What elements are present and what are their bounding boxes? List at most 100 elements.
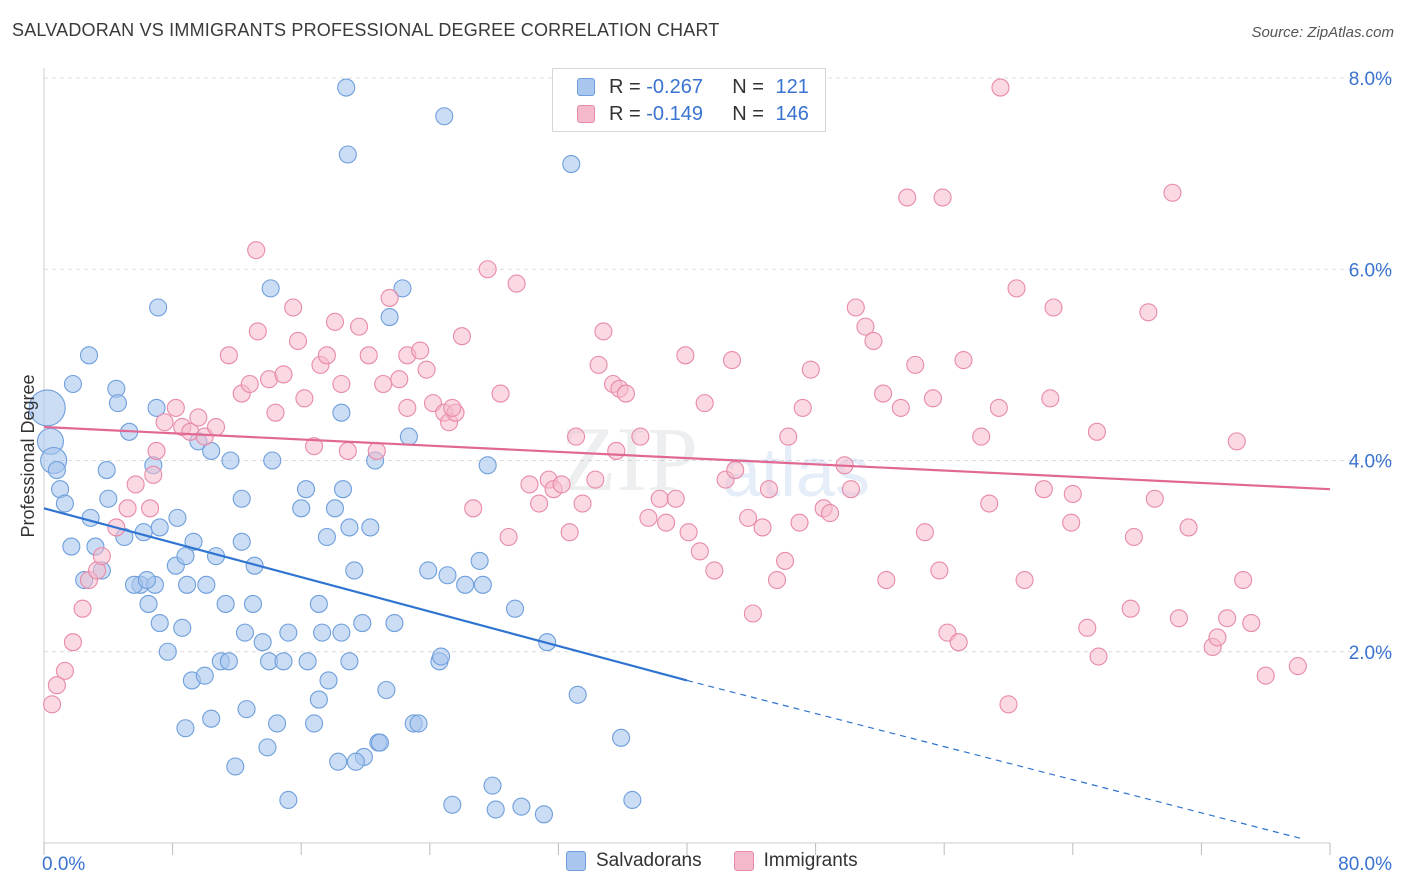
salvadorans-point: [173, 618, 192, 637]
immigrants-point: [864, 331, 883, 351]
salvadorans-point: [279, 623, 298, 642]
salvadorans-point: [438, 566, 457, 585]
immigrants-point: [676, 346, 695, 365]
salvadorans-legend-swatch: [566, 851, 586, 871]
immigrants-point: [972, 427, 991, 446]
immigrants-point: [980, 494, 999, 513]
salvadorans-point: [168, 508, 187, 527]
immigrants-point: [607, 441, 626, 460]
salvadorans-point: [268, 714, 287, 733]
salvadorans-point: [562, 155, 581, 174]
salvadorans-point: [263, 451, 282, 470]
immigrants-point: [1218, 609, 1237, 628]
legend-label: Immigrants: [763, 850, 858, 871]
immigrants-point: [1124, 527, 1143, 547]
salvadorans-point: [62, 537, 81, 556]
immigrants-swatch: [577, 105, 595, 123]
immigrants-point: [126, 475, 145, 494]
immigrants-point: [793, 398, 812, 417]
salvadorans-point: [219, 652, 238, 671]
salvadorans-point: [332, 623, 351, 642]
immigrants-point: [73, 599, 92, 618]
salvadorans-point: [226, 757, 245, 776]
immigrants-point: [92, 547, 111, 566]
immigrants-point: [374, 374, 393, 394]
immigrants-point: [776, 551, 795, 570]
salvadorans-point: [337, 78, 356, 97]
n-value: 121: [775, 75, 809, 98]
legend-item-salvadorans[interactable]: Salvadorans: [566, 850, 702, 872]
immigrants-point: [991, 78, 1010, 97]
immigrants-point: [631, 427, 650, 446]
salvadorans-point: [309, 594, 328, 613]
immigrants-point: [380, 288, 399, 307]
salvadorans-point: [473, 575, 492, 594]
immigrants-point: [594, 322, 613, 341]
salvadorans-point: [393, 279, 412, 298]
immigrants-point: [1179, 518, 1198, 537]
immigrants-point: [841, 480, 861, 499]
immigrants-point: [1227, 432, 1246, 451]
immigrants-point: [1063, 484, 1082, 504]
immigrants-point: [63, 633, 82, 652]
immigrants-point: [155, 413, 174, 432]
salvadorans-point: [332, 403, 351, 422]
salvadorans-point: [313, 623, 332, 642]
legend-item-immigrants[interactable]: Immigrants: [733, 850, 858, 872]
immigrants-point: [589, 355, 608, 374]
salvadorans-point: [292, 499, 311, 518]
salvadorans-point: [409, 714, 428, 733]
salvadorans-point: [149, 298, 168, 317]
salvadorans-point: [353, 614, 372, 633]
immigrants-point: [695, 394, 714, 413]
immigrants-point: [452, 327, 472, 346]
x-tick-label: 80.0%: [1338, 854, 1392, 875]
salvadorans-point: [279, 790, 298, 810]
salvadorans-point: [147, 398, 166, 417]
immigrants-point: [1007, 279, 1026, 298]
immigrants-point: [1044, 298, 1063, 317]
salvadorans-point: [216, 594, 235, 613]
immigrants-point: [616, 384, 635, 403]
immigrants-point: [679, 523, 698, 542]
immigrants-point: [779, 427, 798, 446]
immigrants-point: [491, 384, 510, 403]
immigrants-point: [47, 676, 66, 695]
immigrants-point: [1121, 599, 1140, 618]
immigrants-point: [305, 437, 324, 456]
immigrants-point: [586, 470, 605, 489]
salvadorans-point: [274, 652, 293, 671]
salvadorans-point: [483, 776, 502, 795]
immigrants-point: [1041, 389, 1060, 408]
salvadorans-point: [176, 719, 195, 738]
immigrants-point: [954, 351, 973, 370]
salvadorans-point: [243, 594, 263, 613]
immigrants-point: [874, 384, 893, 403]
immigrants-point: [189, 408, 208, 427]
salvadorans-point: [202, 709, 221, 728]
immigrants-point: [999, 695, 1018, 714]
immigrants-point: [317, 346, 336, 365]
salvadorans-point: [377, 680, 396, 700]
salvadorans-point: [79, 346, 99, 365]
stats-legend: R = -0.267 N = 121 R = -0.149 N = 146: [552, 68, 826, 132]
y-tick-label: 4.0%: [1349, 452, 1392, 473]
salvadorans-point: [478, 456, 497, 475]
immigrants-point: [705, 561, 724, 580]
immigrants-point: [1256, 666, 1275, 685]
immigrants-point: [846, 298, 865, 317]
immigrants-point: [1242, 614, 1261, 633]
immigrants-point: [359, 346, 378, 365]
immigrants-point: [507, 274, 526, 293]
immigrants-point: [753, 518, 772, 537]
immigrants-point: [722, 351, 742, 370]
y-tick-label: 6.0%: [1349, 260, 1392, 281]
immigrants-point: [206, 417, 226, 437]
salvadorans-point: [319, 671, 338, 690]
chart-title: SALVADORAN VS IMMIGRANTS PROFESSIONAL DE…: [12, 20, 720, 40]
salvadorans-point: [81, 508, 100, 527]
immigrants-point: [332, 374, 351, 394]
salvadorans-point: [63, 374, 82, 394]
salvadorans-point: [385, 614, 404, 633]
